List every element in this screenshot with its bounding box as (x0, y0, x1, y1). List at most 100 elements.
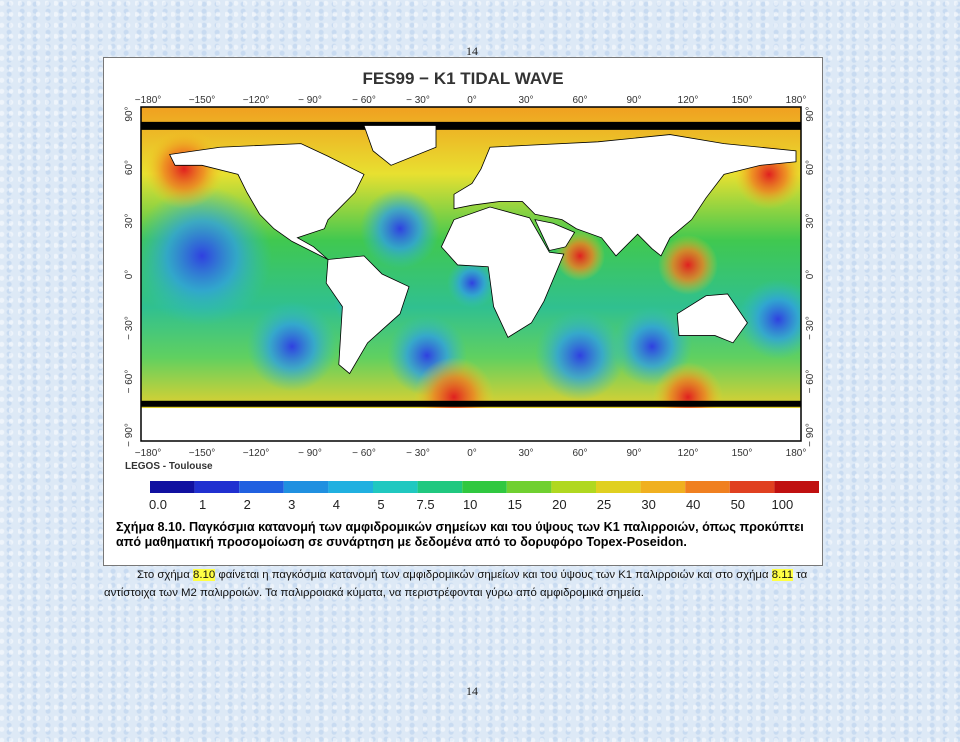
land (534, 219, 576, 251)
colorbar-swatch (729, 481, 775, 493)
tide-patch (247, 301, 337, 392)
tide-patch (738, 279, 801, 360)
lat-label: − 60° (124, 370, 135, 394)
colorbar-label: 20 (552, 497, 566, 512)
colorbar-label: 40 (686, 497, 700, 512)
figure-caption: Σχήμα 8.10. Παγκόσμια κατανομή των αμφιδ… (116, 520, 804, 549)
lon-label: 60° (572, 448, 587, 459)
lon-label: 0° (467, 95, 477, 106)
lon-label: −180° (135, 448, 162, 459)
text: Στο σχήμα (137, 569, 193, 581)
lon-label: 150° (732, 448, 753, 459)
lon-label: 120° (678, 95, 699, 106)
lat-label: 0° (124, 270, 135, 280)
land (676, 293, 748, 344)
tide-patch (144, 128, 224, 209)
lon-label: 180° (786, 95, 807, 106)
colorbar-swatch (551, 481, 596, 493)
land (325, 255, 410, 375)
lon-label: −150° (189, 95, 216, 106)
figure-frame: FES99 − K1 TIDAL WAVE LEGOS - Toulouse −… (103, 57, 823, 566)
lon-label: −120° (243, 448, 270, 459)
colorbar-swatch (640, 481, 686, 493)
lon-label: 30° (518, 448, 533, 459)
colorbar-label: 10 (463, 497, 477, 512)
tide-patch (360, 188, 440, 269)
lon-label: 0° (467, 448, 477, 459)
colorbar-swatch (506, 481, 552, 493)
land (168, 143, 365, 260)
lon-label: − 60° (352, 95, 376, 106)
lon-label: − 30° (406, 95, 430, 106)
map-figure: FES99 − K1 TIDAL WAVE LEGOS - Toulouse −… (124, 69, 819, 512)
lon-label: 90° (626, 448, 641, 459)
body-paragraph: Στο σχήμα 8.10 φαίνεται η παγκόσμια κατα… (104, 566, 844, 602)
colorbar-swatch (774, 481, 819, 493)
colorbar-label: 50 (731, 497, 745, 512)
colorbar-swatch (417, 481, 463, 493)
figure-ref[interactable]: 8.11 (771, 569, 794, 581)
colorbar-label: 2 (244, 497, 251, 512)
lat-label: − 30° (805, 316, 816, 340)
ice-band (141, 400, 801, 407)
land (363, 125, 437, 166)
lon-label: 150° (732, 95, 753, 106)
tide-patch (447, 258, 497, 309)
lon-label: 120° (678, 448, 699, 459)
lon-label: − 90° (298, 95, 322, 106)
tide-patch (535, 310, 625, 401)
credit: LEGOS - Toulouse (125, 461, 213, 472)
colorbar-label: 5 (377, 497, 384, 512)
lon-label: − 90° (298, 448, 322, 459)
lat-label: 30° (805, 213, 816, 228)
colorbar-label: 25 (597, 497, 611, 512)
lat-label: 0° (805, 270, 816, 280)
land (453, 134, 797, 257)
lon-label: − 30° (406, 448, 430, 459)
lat-label: − 90° (805, 423, 816, 447)
page-number: 14 (466, 684, 478, 698)
land (440, 206, 565, 338)
lon-label: −180° (135, 95, 162, 106)
figure-ref[interactable]: 8.10 (193, 569, 216, 581)
lat-label: − 30° (124, 316, 135, 340)
lon-label: −120° (243, 95, 270, 106)
lat-label: − 90° (124, 423, 135, 447)
colorbar-label: 1 (199, 497, 206, 512)
lon-label: 180° (786, 448, 807, 459)
colorbar-swatch (239, 481, 284, 493)
colorbar-label: 0.0 (149, 497, 167, 512)
lat-label: 60° (124, 160, 135, 175)
figure-title: FES99 − K1 TIDAL WAVE (362, 69, 563, 88)
colorbar-label: 4 (333, 497, 340, 512)
lat-label: 60° (805, 160, 816, 175)
colorbar-swatch (373, 481, 418, 493)
text: φαίνεται η παγκόσμια κατανομή των αμφιδρ… (215, 569, 772, 581)
colorbar-swatch (685, 481, 730, 493)
lon-label: −150° (189, 448, 216, 459)
colorbar-swatch (596, 481, 641, 493)
lon-label: − 60° (352, 448, 376, 459)
lat-label: 90° (805, 106, 816, 121)
colorbar-swatch (194, 481, 240, 493)
colorbar-label: 15 (508, 497, 522, 512)
lon-label: 60° (572, 95, 587, 106)
colorbar-label: 100 (772, 497, 794, 512)
colorbar-label: 30 (641, 497, 655, 512)
lat-label: 90° (124, 106, 135, 121)
tide-patch (658, 234, 718, 295)
colorbar-label: 7.5 (417, 497, 435, 512)
tide-patch (141, 185, 272, 326)
land (141, 408, 801, 441)
lon-label: 90° (626, 95, 641, 106)
lat-label: 30° (124, 213, 135, 228)
colorbar-swatch (328, 481, 373, 493)
lon-label: 30° (518, 95, 533, 106)
colorbar-swatch (462, 481, 507, 493)
text: τα αντίστοιχα των Μ2 παλιρροιών. Τα παλι… (104, 569, 808, 599)
lat-label: − 60° (805, 370, 816, 394)
colorbar-swatch (283, 481, 329, 493)
colorbar-label: 3 (288, 497, 295, 512)
colorbar-swatch (150, 481, 195, 493)
